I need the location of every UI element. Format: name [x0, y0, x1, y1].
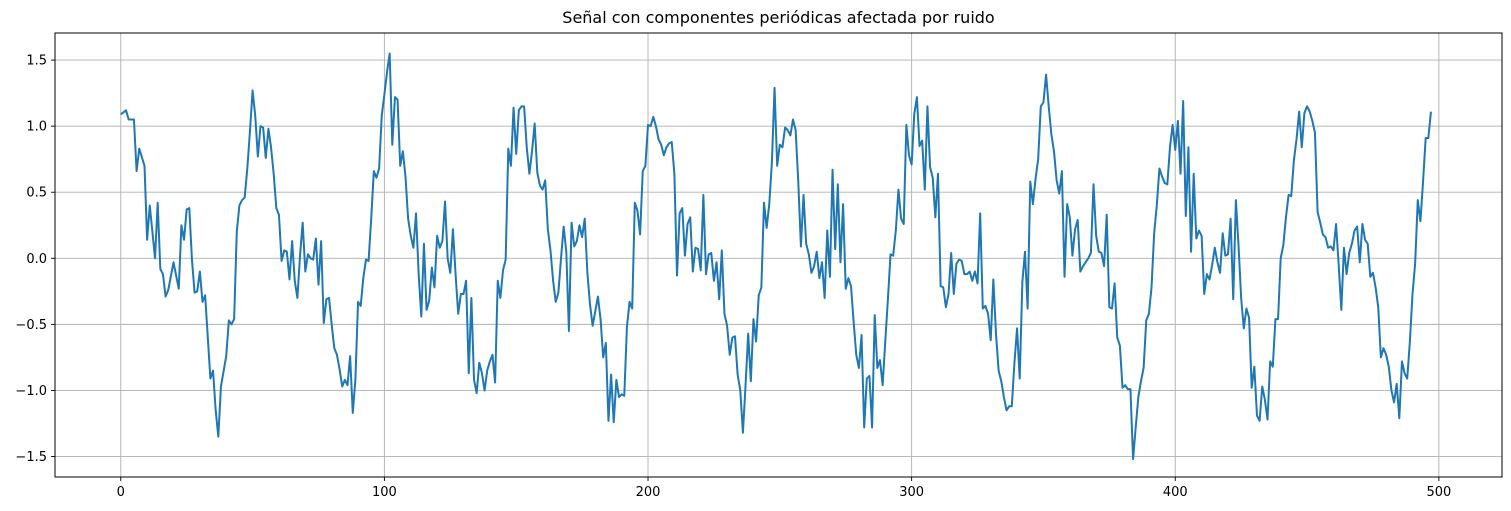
x-tick-label: 0 — [117, 485, 125, 500]
series-line-1 — [120, 52, 1432, 461]
x-tick-label: 500 — [1426, 485, 1451, 500]
y-tick-label: −1.5 — [15, 450, 47, 465]
x-tick-label: 400 — [1163, 485, 1188, 500]
series-layer — [120, 52, 1432, 461]
x-tick-label: 200 — [636, 485, 661, 500]
x-tick-label: 300 — [899, 485, 924, 500]
y-tick-label: 0.5 — [26, 186, 47, 201]
y-tick-label: −0.5 — [15, 318, 47, 333]
chart-title: Señal con componentes periódicas afectad… — [562, 8, 994, 27]
y-tick-label: 1.0 — [26, 120, 47, 135]
y-tick-label: 1.5 — [26, 54, 47, 69]
y-axis: −1.5 −1.0 −0.5 0.0 0.5 1.0 1.5 — [15, 54, 55, 465]
x-axis: 0 100 200 300 400 500 — [117, 477, 1451, 500]
grid-lines — [55, 33, 1502, 477]
y-tick-label: −1.0 — [15, 384, 47, 399]
y-tick-label: 0.0 — [26, 252, 47, 267]
x-tick-label: 100 — [372, 485, 397, 500]
plot-area-frame — [54, 32, 1503, 478]
